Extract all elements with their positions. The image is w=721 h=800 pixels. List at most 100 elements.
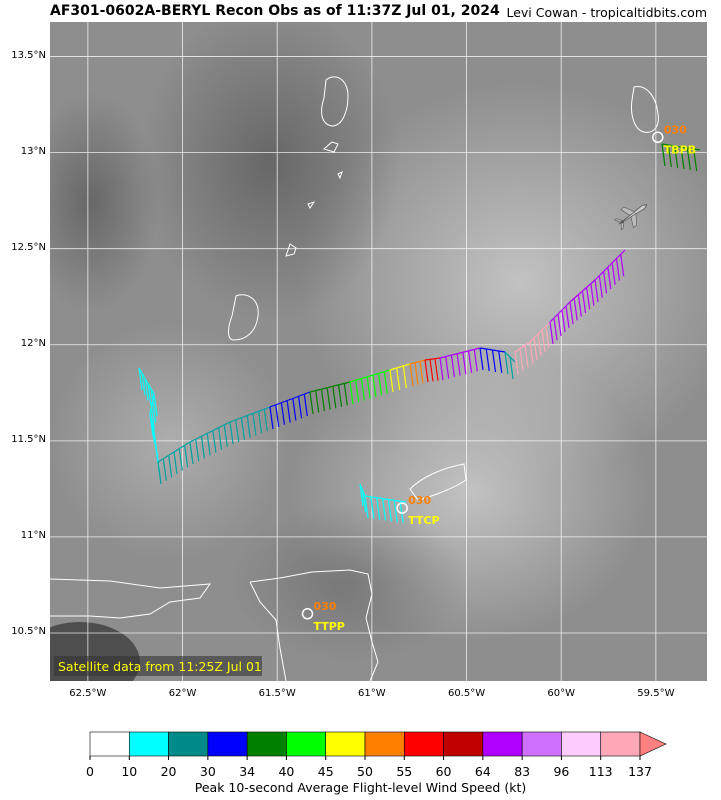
colorbar-title: Peak 10-second Average Flight-level Wind…	[194, 780, 527, 795]
latitude-label: 11°N	[20, 529, 46, 541]
wind-barb	[370, 496, 375, 519]
station-marker: 030 TBPB	[652, 123, 696, 156]
track-segment	[439, 347, 481, 359]
wind-barb	[545, 325, 550, 349]
wind-barb	[275, 404, 280, 427]
wind-barb	[693, 148, 698, 172]
wind-barb	[590, 283, 595, 306]
wind-barb	[364, 495, 369, 519]
station-circle-icon	[396, 502, 408, 514]
wind-barb	[607, 267, 612, 290]
track-segment	[349, 369, 391, 383]
wind-barb	[189, 441, 194, 465]
station-value: 030	[408, 494, 431, 507]
station-circle-icon	[652, 131, 664, 144]
wind-barb	[303, 394, 308, 417]
cloud-texture	[50, 22, 707, 681]
colorbar-tick-label: 45	[317, 764, 334, 779]
wind-barb	[561, 309, 566, 333]
wind-barb	[178, 448, 183, 471]
latitude-label: 12°N	[20, 337, 46, 349]
colorbar-swatch	[521, 731, 562, 757]
wind-barb	[615, 258, 621, 281]
wind-barb	[366, 376, 371, 399]
wind-barb	[381, 498, 387, 521]
wind-barb	[240, 417, 246, 440]
colorbar-tick-label: 50	[357, 764, 373, 779]
longitude-label: 62.5°W	[69, 688, 107, 699]
wind-barb	[602, 271, 608, 294]
wind-barb	[429, 359, 434, 382]
wind-barb	[674, 145, 679, 169]
colorbar-tick-label: 137	[628, 764, 652, 779]
station-value: 030	[664, 123, 687, 136]
wind-barb	[343, 383, 348, 406]
wind-barb	[467, 350, 473, 373]
wind-barb	[434, 358, 439, 381]
colorbar-tick-label: 40	[278, 764, 295, 779]
wind-barb	[594, 279, 599, 303]
wind-barb	[565, 305, 570, 329]
wind-barb	[337, 384, 343, 407]
aircraft-icon	[614, 204, 648, 231]
wind-barb	[533, 337, 538, 361]
colorbar-swatch	[600, 731, 641, 757]
longitude-label: 61.5°W	[258, 688, 296, 699]
colorbar-tick-label: 96	[553, 764, 570, 779]
longitude-label: 59.5°W	[637, 688, 675, 699]
wind-barb	[162, 458, 167, 481]
wind-barb	[280, 402, 286, 425]
wind-barb	[152, 400, 157, 423]
wind-barb	[320, 389, 326, 412]
latitude-label: 13.5°N	[11, 49, 46, 61]
wind-barb	[680, 146, 685, 170]
colorbar-swatch	[286, 731, 327, 757]
wind-barb	[376, 497, 381, 520]
station-marker: 030 TTCP	[396, 494, 440, 527]
coastlines	[50, 76, 659, 681]
wind-barb	[147, 383, 152, 406]
wind-barb	[286, 400, 291, 423]
wind-barb	[355, 380, 360, 403]
colorbar-extend-arrow-icon	[639, 731, 667, 757]
wind-barb	[498, 350, 503, 374]
wind-barb	[361, 489, 367, 513]
station-id: TTPP	[313, 620, 344, 633]
wind-barb	[217, 427, 223, 450]
colorbar-swatch	[207, 731, 248, 757]
flight-track	[138, 143, 701, 524]
wind-barb	[153, 393, 158, 417]
colorbar-tick-label: 34	[239, 764, 256, 779]
colorbar-swatch	[561, 731, 602, 757]
wind-barb	[549, 321, 554, 345]
colorbar-tick-label: 64	[474, 764, 491, 779]
wind-barb	[581, 290, 587, 314]
track-segment	[309, 381, 351, 393]
wind-barb	[414, 362, 419, 385]
colorbar-tick-label: 20	[160, 764, 177, 779]
wind-barb	[206, 433, 211, 456]
wind-barb	[409, 363, 414, 387]
track-segment	[409, 359, 426, 365]
wind-barb	[661, 143, 666, 167]
wind-barb	[573, 298, 578, 321]
wind-barb	[462, 352, 467, 375]
wind-barb	[349, 381, 354, 405]
colorbar-tick-label: 60	[435, 764, 452, 779]
satellite-note: Satellite data from 11:25Z Jul 01	[58, 659, 262, 674]
longitude-label: 62°W	[168, 688, 197, 699]
wind-barb	[326, 387, 331, 410]
wind-barb	[450, 355, 456, 378]
station-id: TTCP	[408, 514, 439, 527]
wind-barb	[263, 409, 268, 432]
colorbar-swatch	[364, 731, 405, 757]
wind-barb	[667, 144, 672, 168]
note-backdrop	[54, 656, 262, 676]
longitude-label: 60.5°W	[447, 688, 486, 699]
colorbar-swatch	[168, 731, 209, 757]
wind-barb	[456, 353, 461, 376]
graticule	[50, 22, 707, 681]
wind-barb	[257, 411, 263, 434]
recon-map[interactable]: 030 TBPB 030 TTCP 030 TTPP Satellite data fro…	[50, 22, 707, 681]
wind-barb	[439, 357, 444, 381]
